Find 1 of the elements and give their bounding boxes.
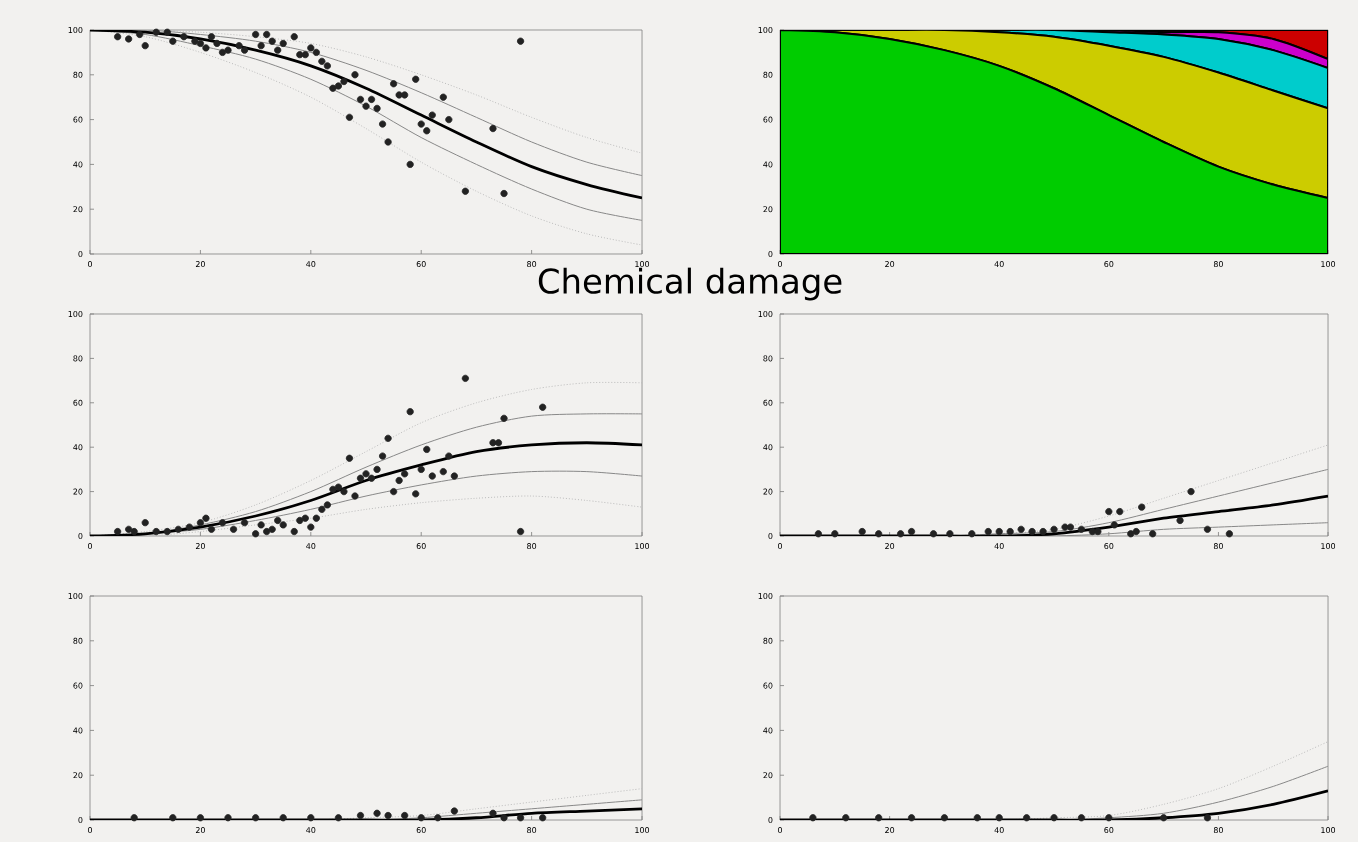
text: Chemical damage xyxy=(538,267,842,301)
